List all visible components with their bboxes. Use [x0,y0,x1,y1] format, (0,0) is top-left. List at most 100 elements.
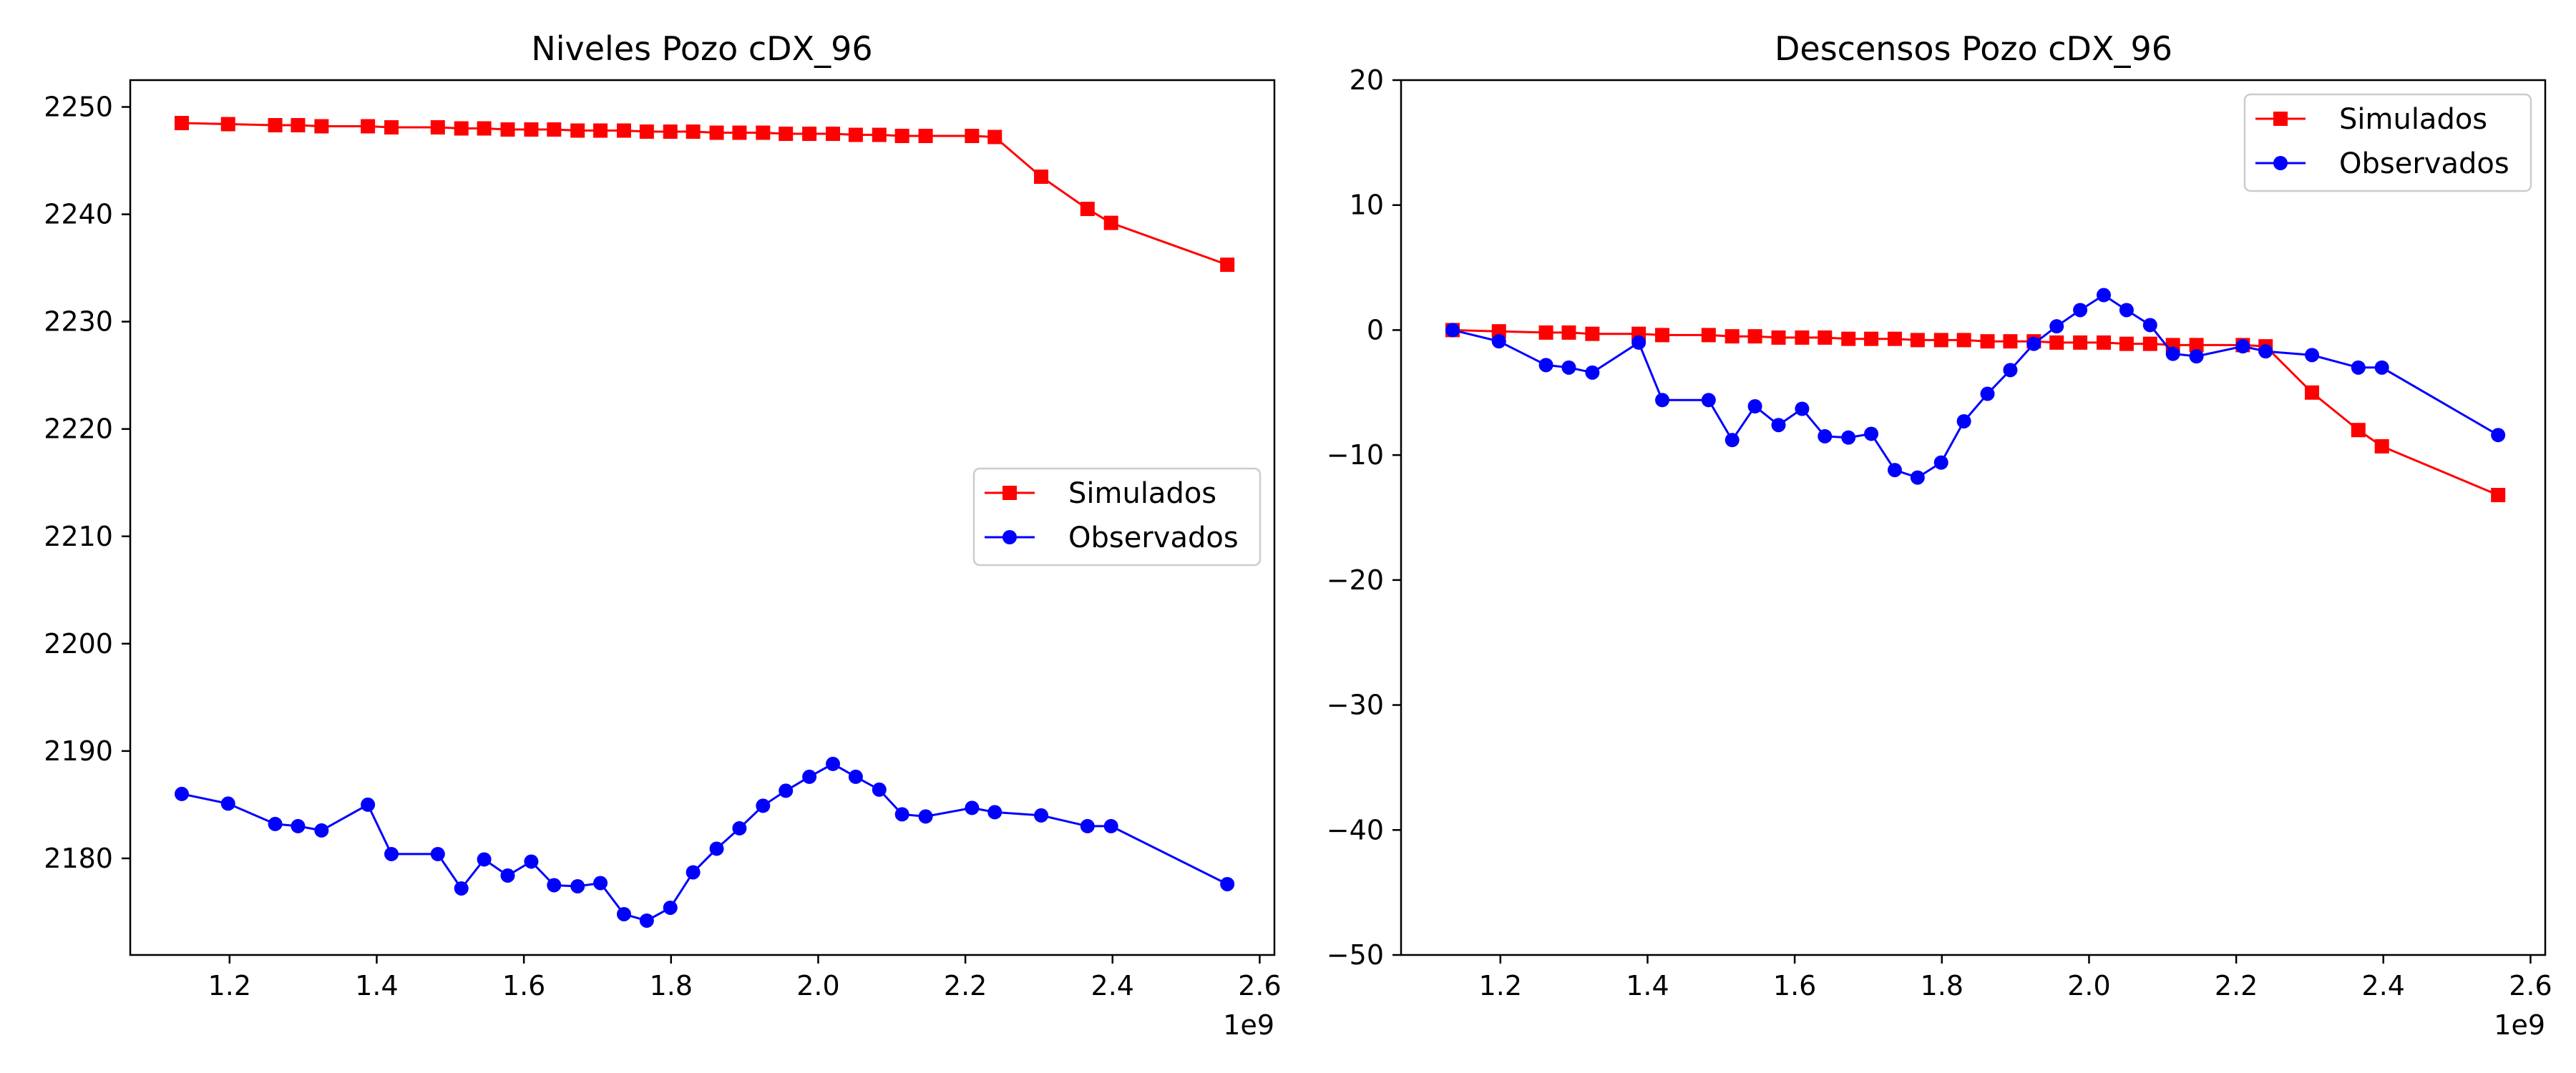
x-tick-label: 1.2 [208,970,251,1001]
x-offset-label: 1e9 [2494,1009,2545,1041]
legend: Simulados Observados [972,467,1262,567]
y-tick-label: −20 [1327,564,1384,596]
data-point-simulados [639,124,654,139]
data-point-simulados [361,119,376,134]
data-point-simulados [1034,170,1049,185]
data-point-simulados [291,118,306,133]
chart-title: Niveles Pozo cDX_96 [531,29,872,68]
data-point-observados [802,769,817,784]
data-point-observados [1724,433,1740,448]
data-point-observados [1220,876,1235,891]
data-point-observados [454,881,469,896]
x-tick-label: 2.4 [2362,970,2405,1001]
data-point-observados [384,846,399,861]
data-point-simulados [1747,329,1762,344]
data-point-simulados [1980,334,1995,349]
data-point-observados [848,769,863,784]
x-axis: 1.2 1.4 1.6 1.8 2.0 2.2 2.4 2.6 [1479,955,2552,1001]
data-point-simulados [500,122,515,137]
y-tick-label: 20 [1350,64,1384,96]
data-point-simulados [2097,335,2112,350]
data-point-simulados [2049,335,2064,350]
data-point-simulados [1538,325,1553,340]
y-tick-label: 2220 [44,413,113,445]
x-tick-label: 2.2 [2215,970,2258,1001]
chart-panel-descensos: Descensos Pozo cDX_96 1.2 1.4 1.6 1.8 2.0 2.2… [1327,29,2552,1041]
data-point-simulados [1561,325,1576,340]
y-axis: 2180 2190 2200 2210 2220 2230 2240 2250 [44,92,130,874]
data-point-simulados [848,127,863,142]
data-point-observados [709,841,724,856]
data-point-simulados [477,121,492,136]
y-tick-label: 2190 [44,735,113,767]
data-point-simulados [268,118,283,133]
y-tick-label: 10 [1350,190,1384,221]
data-point-simulados [826,127,841,142]
data-point-observados [1585,365,1600,380]
legend-marker-observados [1002,530,1017,544]
data-point-observados [1445,323,1460,338]
data-point-simulados [1220,258,1235,273]
x-tick-label: 1.6 [502,970,545,1001]
data-point-observados [987,805,1002,820]
x-tick-label: 2.2 [944,970,987,1001]
data-point-observados [500,868,515,883]
data-point-simulados [174,116,189,131]
data-point-observados [1980,386,1995,401]
data-point-observados [686,865,701,880]
data-point-observados [220,796,235,811]
data-point-observados [1818,428,1833,444]
data-point-simulados [524,122,539,137]
axes-frame [129,79,1276,956]
data-point-observados [1491,334,1506,349]
data-point-simulados [2374,438,2389,454]
x-axis: 1.2 1.4 1.6 1.8 2.0 2.2 2.4 2.6 [208,955,1282,1001]
x-tick-label: 1.6 [1773,970,1816,1001]
data-point-observados [1538,358,1553,373]
data-point-observados [616,906,631,921]
data-point-simulados [2305,385,2320,400]
data-point-simulados [547,122,562,137]
data-point-observados [1910,470,1925,485]
data-point-simulados [2189,338,2204,353]
data-point-simulados [1701,328,1716,343]
data-point-simulados [779,127,794,142]
y-tick-label: 2180 [44,843,113,874]
y-tick-label: 2250 [44,92,113,123]
legend-frame [972,467,1262,567]
data-point-observados [1631,335,1646,350]
data-point-simulados [593,123,608,138]
data-point-simulados [663,124,678,139]
data-point-observados [1655,393,1670,408]
data-point-observados [826,756,841,771]
data-point-simulados [2491,488,2506,503]
legend-label-simulados: Simulados [2339,103,2487,136]
x-tick-label: 1.4 [355,970,398,1001]
data-point-simulados [1841,331,1856,346]
data-point-simulados [802,127,817,142]
data-point-simulados [1080,202,1095,217]
data-point-observados [1747,399,1762,414]
data-point-observados [2305,348,2320,363]
data-point-simulados [570,123,585,138]
data-point-simulados [220,117,235,132]
data-point-observados [1701,393,1716,408]
data-point-observados [314,823,329,838]
data-point-simulados [918,129,933,144]
data-point-observados [872,782,887,797]
data-point-simulados [686,124,701,139]
data-point-simulados [1491,324,1506,339]
data-point-observados [2142,318,2157,333]
data-point-simulados [1103,215,1118,230]
data-point-simulados [894,129,909,144]
data-point-observados [2165,346,2180,361]
legend-label-observados: Observados [2339,147,2509,180]
chart-panel-niveles: Niveles Pozo cDX_96 1.2 1.4 1.6 1.8 2.0 2.2 2.… [44,29,1281,1041]
data-point-simulados [616,123,631,138]
data-point-observados [547,878,562,893]
legend: Simulados Observados [2243,93,2532,192]
data-point-simulados [1655,328,1670,343]
data-point-observados [1034,808,1049,823]
data-point-observados [756,798,771,813]
